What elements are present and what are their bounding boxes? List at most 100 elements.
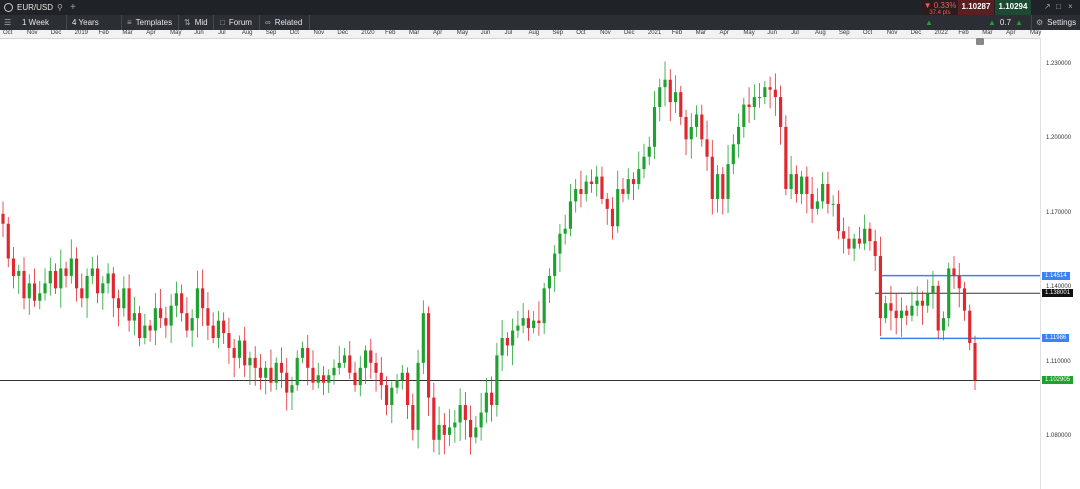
candle[interactable] (421, 300, 425, 375)
candle[interactable] (411, 393, 415, 441)
candle[interactable] (579, 170, 583, 208)
close-icon[interactable]: × (1068, 2, 1073, 11)
candle[interactable] (920, 291, 925, 325)
candlestick-chart[interactable] (0, 0, 1040, 489)
candle[interactable] (679, 85, 683, 126)
candle[interactable] (700, 104, 704, 147)
candle[interactable] (132, 296, 136, 336)
candle[interactable] (69, 239, 73, 284)
candle[interactable] (821, 172, 825, 209)
candle[interactable] (926, 279, 930, 313)
candle[interactable] (306, 334, 310, 386)
search-icon[interactable]: ⚲ (57, 3, 63, 12)
candle[interactable] (931, 270, 935, 309)
candle[interactable] (973, 335, 977, 391)
candle[interactable] (269, 349, 273, 392)
candle[interactable] (647, 136, 651, 166)
candle[interactable] (348, 341, 352, 380)
candle[interactable] (332, 359, 336, 385)
candle[interactable] (952, 256, 956, 289)
candle[interactable] (185, 297, 189, 338)
candle[interactable] (64, 261, 68, 288)
candle[interactable] (553, 245, 557, 292)
candle[interactable] (27, 274, 31, 315)
candle[interactable] (264, 360, 268, 395)
candle[interactable] (311, 350, 315, 390)
candle[interactable] (400, 365, 404, 390)
candle[interactable] (38, 280, 42, 310)
candle[interactable] (936, 280, 940, 340)
candle[interactable] (621, 178, 625, 203)
candle[interactable] (11, 246, 16, 289)
candle[interactable] (243, 326, 247, 377)
candle[interactable] (416, 349, 420, 449)
price-axis[interactable] (1040, 38, 1080, 489)
candle[interactable] (868, 222, 872, 251)
candle[interactable] (747, 87, 751, 124)
candle[interactable] (201, 269, 205, 326)
forum-button[interactable]: □ Forum (220, 18, 252, 27)
candle[interactable] (537, 301, 541, 336)
add-tab-icon[interactable]: + (70, 2, 76, 13)
candle[interactable] (48, 257, 52, 296)
candle[interactable] (626, 168, 630, 200)
candle[interactable] (111, 267, 115, 318)
candle[interactable] (90, 256, 94, 285)
candle[interactable] (258, 354, 263, 390)
candle[interactable] (484, 377, 488, 424)
candle[interactable] (500, 319, 504, 372)
candle[interactable] (884, 295, 888, 324)
candle[interactable] (463, 391, 467, 440)
candle[interactable] (442, 413, 446, 455)
candle[interactable] (631, 172, 636, 200)
candle[interactable] (768, 76, 772, 109)
window-icon[interactable]: □ (1056, 2, 1061, 11)
candle[interactable] (857, 226, 861, 249)
symbol-selector[interactable]: EUR/USD ⚲ (4, 3, 63, 12)
candle[interactable] (947, 262, 951, 327)
candle[interactable] (521, 303, 525, 334)
candle[interactable] (22, 257, 26, 310)
candle[interactable] (784, 115, 788, 196)
candle[interactable] (1, 201, 5, 238)
candle[interactable] (164, 306, 168, 338)
candle[interactable] (95, 255, 100, 304)
timeline-axis[interactable]: Oct Nov Dec 2019 Feb Mar Apr May Jun Jul Aug Sep Oct… (0, 30, 1041, 39)
candle[interactable] (652, 91, 657, 160)
candle[interactable] (826, 171, 830, 214)
candle[interactable] (684, 110, 688, 156)
candle[interactable] (148, 319, 152, 342)
candle[interactable] (815, 188, 819, 215)
candle[interactable] (915, 286, 919, 317)
interval-dropdown[interactable]: 1 Week (22, 18, 49, 27)
settings-button[interactable]: ⚙ Settings (1036, 18, 1076, 27)
candle[interactable] (469, 405, 473, 455)
price-type-button[interactable]: ⇅ Mid (184, 18, 208, 27)
candle[interactable] (794, 165, 798, 203)
candle[interactable] (715, 165, 720, 213)
candle[interactable] (584, 175, 588, 202)
candle[interactable] (505, 332, 509, 356)
candle[interactable] (637, 151, 641, 190)
candle[interactable] (511, 318, 515, 366)
candle[interactable] (453, 410, 457, 443)
candle[interactable] (190, 309, 194, 347)
candle[interactable] (836, 190, 840, 240)
candle[interactable] (127, 274, 131, 332)
candle[interactable] (899, 297, 904, 337)
candle[interactable] (789, 155, 793, 200)
candle[interactable] (941, 311, 946, 341)
candle[interactable] (863, 214, 867, 251)
candle[interactable] (369, 338, 373, 379)
candle[interactable] (668, 69, 672, 122)
candle[interactable] (206, 292, 210, 341)
candle[interactable] (6, 217, 10, 268)
candle[interactable] (379, 357, 383, 400)
candle[interactable] (363, 345, 368, 385)
candle[interactable] (532, 310, 536, 334)
candle[interactable] (842, 217, 846, 254)
candle[interactable] (479, 393, 483, 441)
candle[interactable] (237, 335, 242, 369)
candle[interactable] (694, 105, 699, 138)
candle[interactable] (705, 120, 709, 171)
